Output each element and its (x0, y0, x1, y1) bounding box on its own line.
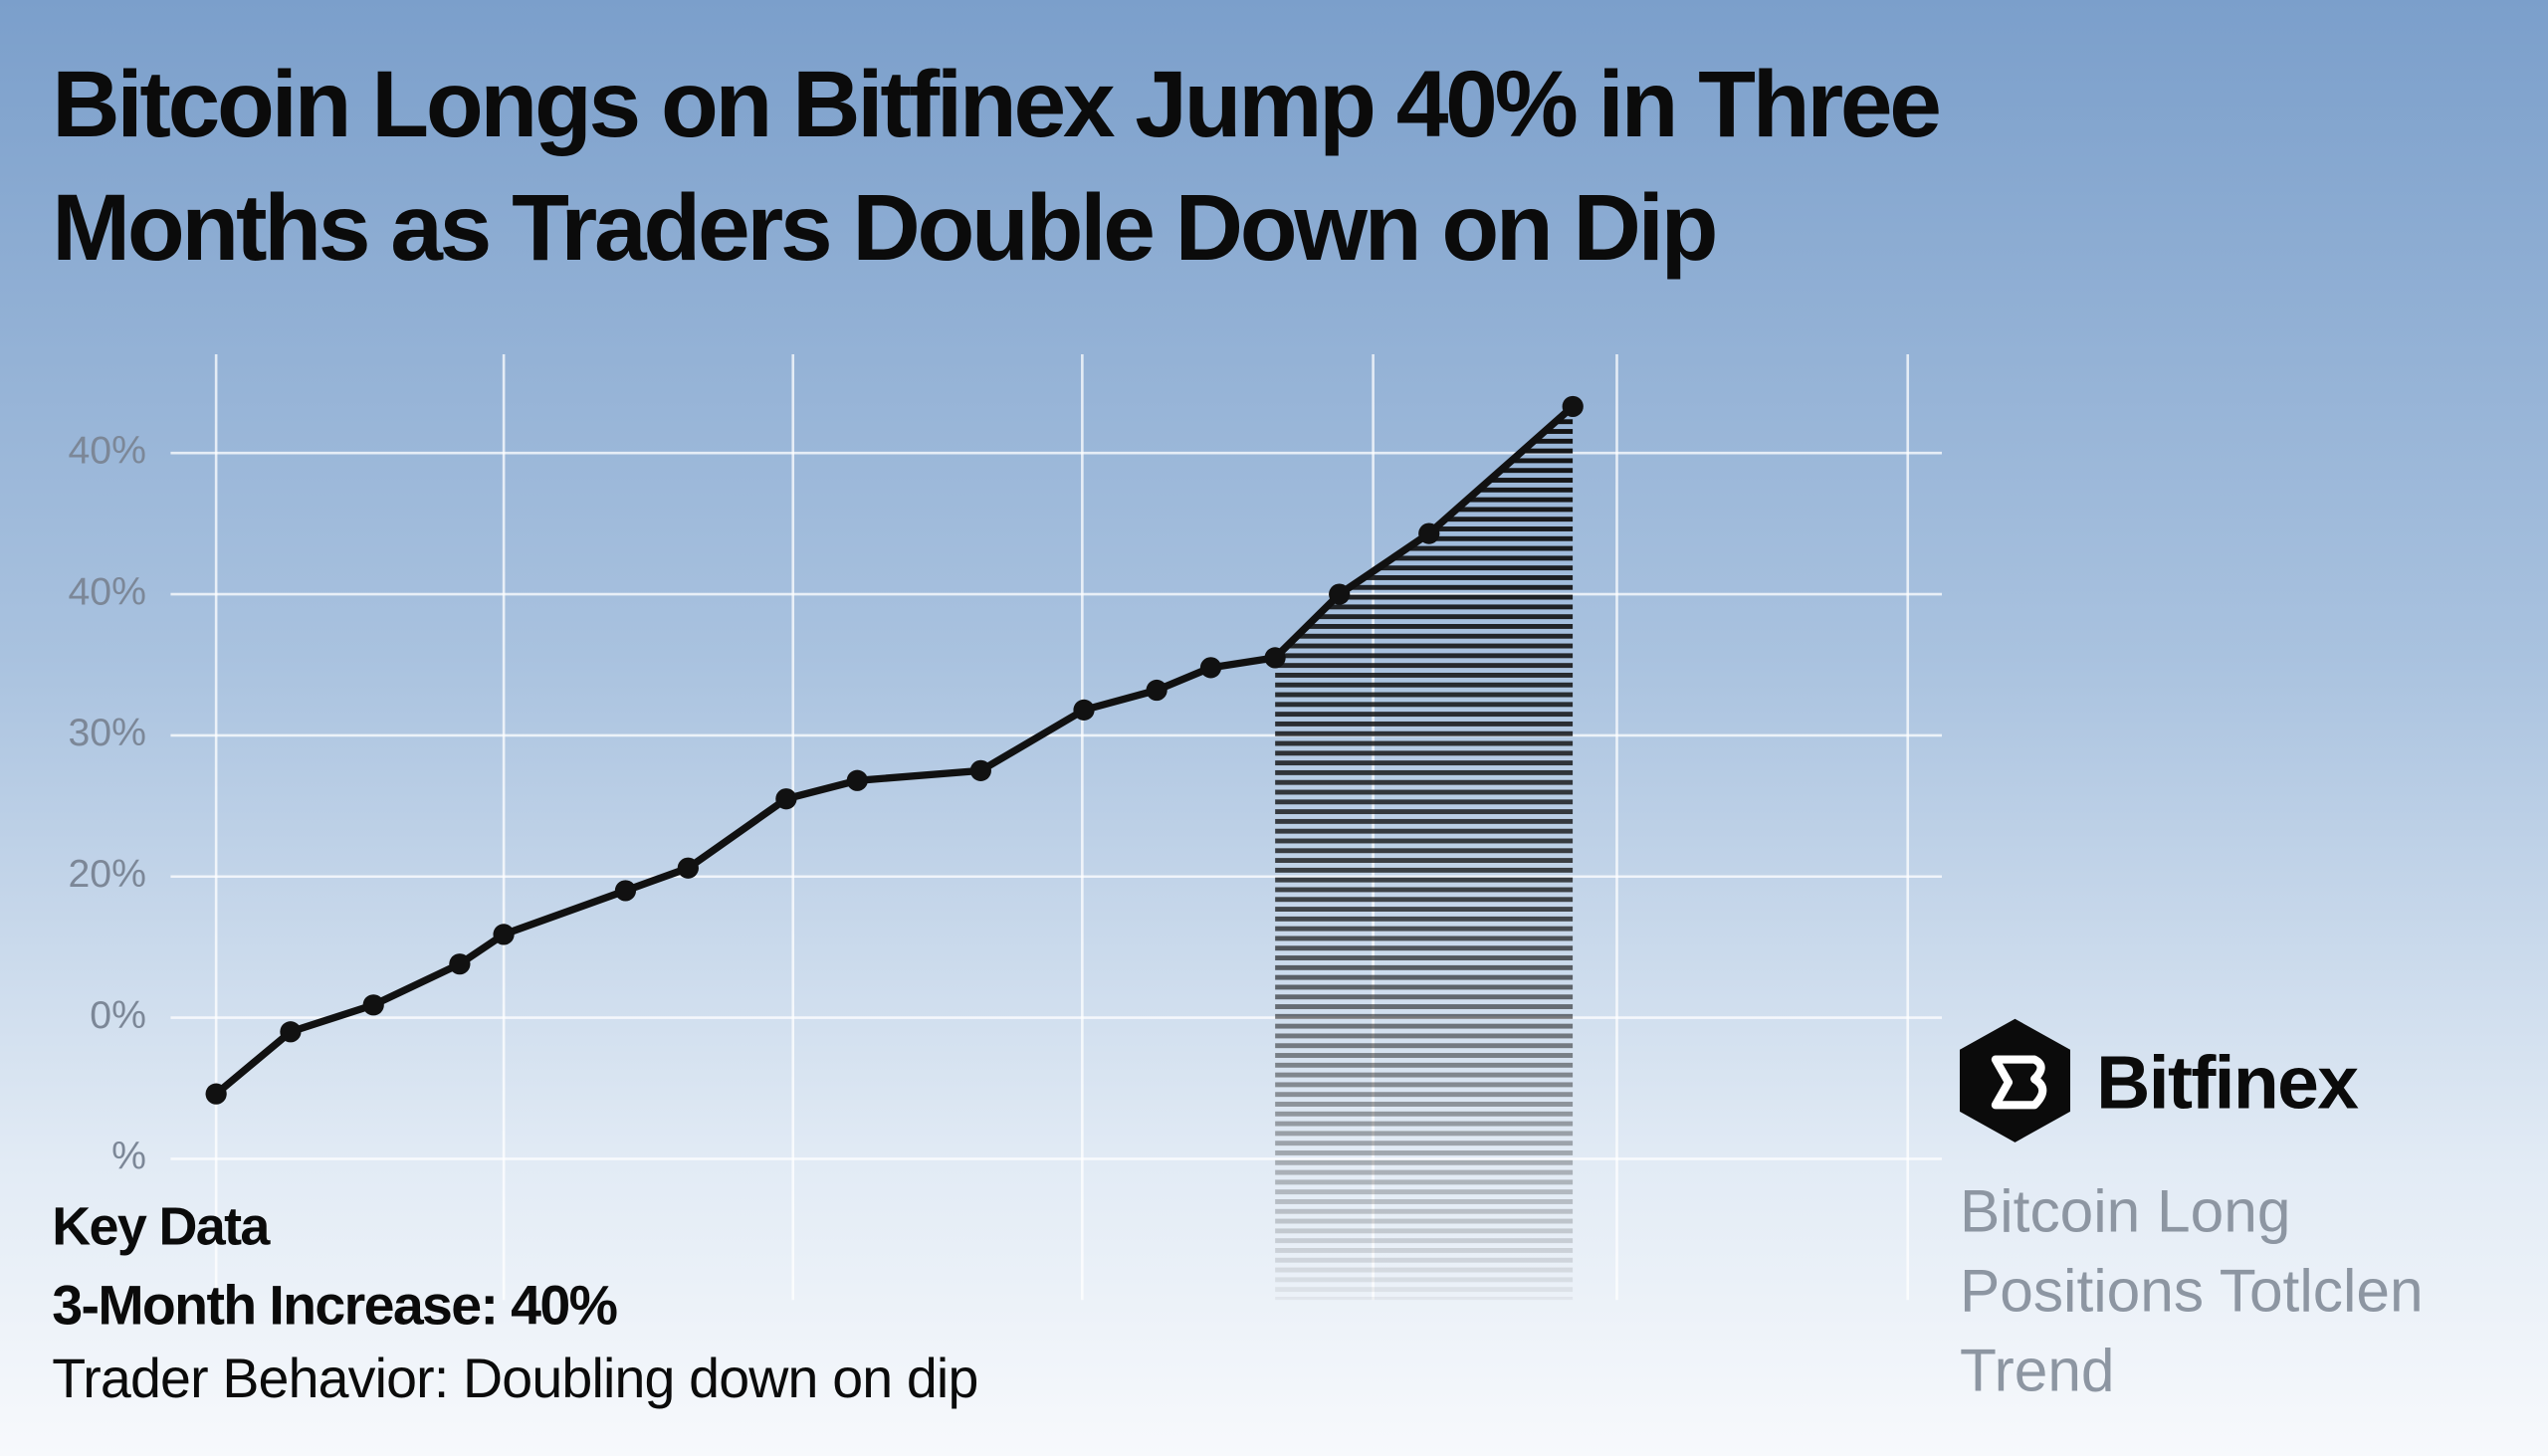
data-point (280, 1021, 302, 1043)
brand-caption: Bitcoin Long (1960, 1177, 2290, 1245)
data-point (1329, 583, 1351, 605)
title-line: Bitcoin Longs on Bitfinex Jump 40% in Th… (52, 52, 1939, 157)
data-point (449, 953, 471, 975)
data-point (775, 788, 797, 810)
brand-caption: Positions Totlclen (1960, 1257, 2424, 1325)
key-data-heading: Key Data (52, 1197, 271, 1257)
brand-name: Bitfinex (2096, 1041, 2359, 1125)
y-tick-label: 40% (69, 430, 146, 473)
y-tick-label: 0% (90, 994, 146, 1037)
highlight-area (1275, 406, 1574, 1301)
title-line: Months as Traders Double Down on Dip (52, 175, 1715, 281)
brand-caption: Trend (1960, 1337, 2115, 1404)
data-point (1264, 647, 1286, 669)
data-point (1562, 395, 1584, 418)
data-point (205, 1083, 227, 1105)
vertical-grid (214, 353, 1910, 1301)
y-tick-label: % (111, 1136, 146, 1178)
y-tick-label: 30% (69, 712, 146, 754)
data-point (677, 857, 699, 879)
data-point (362, 994, 384, 1016)
y-tick-label: 20% (69, 853, 146, 896)
logo-hexagon (1959, 1018, 2070, 1143)
key-data-item: Trader Behavior: Doubling down on dip (52, 1348, 977, 1409)
data-point (493, 924, 515, 945)
data-point (1418, 522, 1440, 544)
logo-glyph (1991, 1055, 2047, 1110)
plot: 40% 40% 30% 20% 0%% (69, 395, 1943, 1301)
key-data-item: 3-Month Increase: 40% (52, 1275, 616, 1337)
data-point (614, 880, 637, 902)
data-point (1199, 657, 1222, 679)
data-point (1146, 679, 1168, 702)
y-tick-label: 40% (69, 570, 146, 613)
data-point (1073, 699, 1095, 721)
data-point (969, 759, 991, 781)
brand-logo (1959, 1018, 2070, 1143)
data-point (846, 769, 868, 791)
